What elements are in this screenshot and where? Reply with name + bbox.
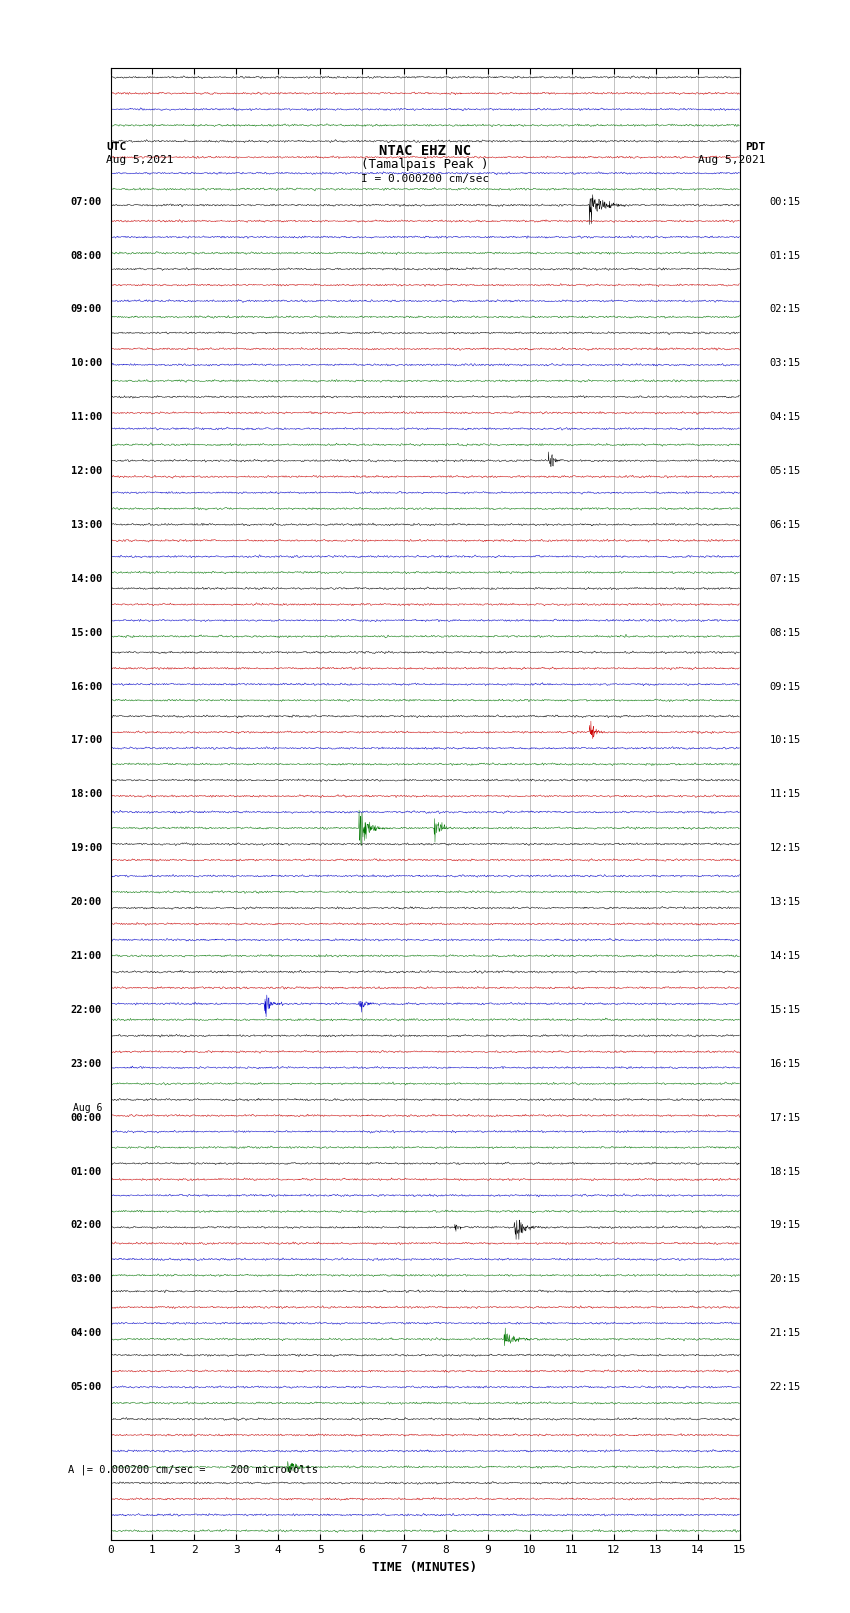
Text: 20:15: 20:15 (769, 1274, 801, 1284)
Text: Aug 6: Aug 6 (72, 1103, 102, 1113)
Text: A |= 0.000200 cm/sec =    200 microvolts: A |= 0.000200 cm/sec = 200 microvolts (68, 1465, 318, 1476)
Text: 11:15: 11:15 (769, 789, 801, 800)
Text: 12:15: 12:15 (769, 844, 801, 853)
Text: 19:15: 19:15 (769, 1221, 801, 1231)
Text: 15:15: 15:15 (769, 1005, 801, 1015)
Text: 09:15: 09:15 (769, 682, 801, 692)
Text: 17:00: 17:00 (71, 736, 102, 745)
Text: 10:15: 10:15 (769, 736, 801, 745)
Text: 05:00: 05:00 (71, 1382, 102, 1392)
Text: 22:00: 22:00 (71, 1005, 102, 1015)
Text: 19:00: 19:00 (71, 844, 102, 853)
Text: 03:00: 03:00 (71, 1274, 102, 1284)
Text: Aug 5,2021: Aug 5,2021 (698, 155, 765, 165)
Text: UTC: UTC (106, 142, 127, 152)
Text: 23:00: 23:00 (71, 1058, 102, 1069)
Text: 17:15: 17:15 (769, 1113, 801, 1123)
Text: 07:15: 07:15 (769, 574, 801, 584)
Text: 11:00: 11:00 (71, 413, 102, 423)
Text: 02:15: 02:15 (769, 305, 801, 315)
Text: 15:00: 15:00 (71, 627, 102, 637)
Text: 05:15: 05:15 (769, 466, 801, 476)
Text: 01:00: 01:00 (71, 1166, 102, 1176)
Text: 01:15: 01:15 (769, 250, 801, 261)
Text: 02:00: 02:00 (71, 1221, 102, 1231)
Text: Aug 5,2021: Aug 5,2021 (106, 155, 173, 165)
Text: 00:00: 00:00 (71, 1113, 102, 1123)
Text: 13:15: 13:15 (769, 897, 801, 907)
Text: 14:00: 14:00 (71, 574, 102, 584)
Text: 03:15: 03:15 (769, 358, 801, 368)
Text: 12:00: 12:00 (71, 466, 102, 476)
Text: NTAC EHZ NC: NTAC EHZ NC (379, 144, 471, 158)
Text: 18:15: 18:15 (769, 1166, 801, 1176)
Text: 07:00: 07:00 (71, 197, 102, 206)
Text: 22:15: 22:15 (769, 1382, 801, 1392)
Text: 16:00: 16:00 (71, 682, 102, 692)
Text: 21:15: 21:15 (769, 1327, 801, 1339)
Text: 16:15: 16:15 (769, 1058, 801, 1069)
Text: 13:00: 13:00 (71, 519, 102, 531)
Text: 00:15: 00:15 (769, 197, 801, 206)
Text: 08:15: 08:15 (769, 627, 801, 637)
Text: I = 0.000200 cm/sec: I = 0.000200 cm/sec (361, 174, 489, 184)
Text: 18:00: 18:00 (71, 789, 102, 800)
Text: 04:15: 04:15 (769, 413, 801, 423)
Text: 14:15: 14:15 (769, 952, 801, 961)
Text: 20:00: 20:00 (71, 897, 102, 907)
Text: (Tamalpais Peak ): (Tamalpais Peak ) (361, 158, 489, 171)
X-axis label: TIME (MINUTES): TIME (MINUTES) (372, 1561, 478, 1574)
Text: PDT: PDT (745, 142, 765, 152)
Text: 08:00: 08:00 (71, 250, 102, 261)
Text: 06:15: 06:15 (769, 519, 801, 531)
Text: 09:00: 09:00 (71, 305, 102, 315)
Text: 04:00: 04:00 (71, 1327, 102, 1339)
Text: 10:00: 10:00 (71, 358, 102, 368)
Text: 21:00: 21:00 (71, 952, 102, 961)
